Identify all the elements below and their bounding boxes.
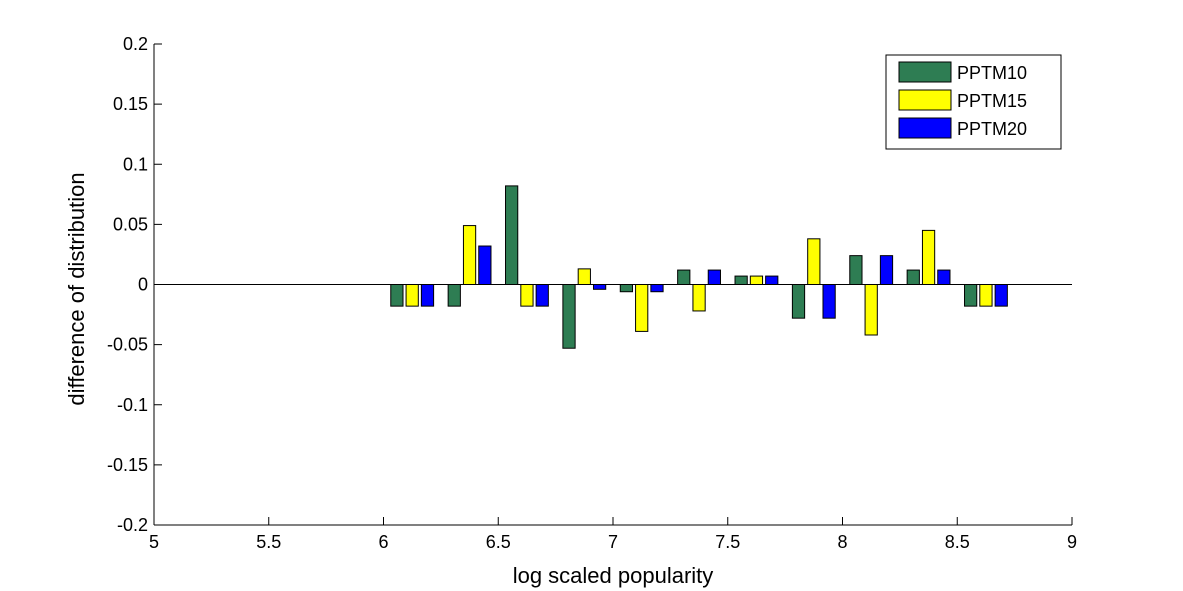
bar-pptm15-10	[979, 284, 993, 307]
bar-pptm15-9	[921, 229, 936, 285]
x-tick-label: 7.5	[715, 532, 740, 552]
bar-pptm15-7	[807, 238, 821, 285]
bar-pptm15-2	[520, 284, 534, 307]
x-tick-label: 5	[149, 532, 159, 552]
bar-pptm10-5	[677, 269, 691, 286]
legend-label-pptm15: PPTM15	[957, 91, 1027, 111]
bar-pptm15-4	[635, 284, 649, 332]
y-tick-label: 0.15	[113, 94, 148, 114]
bar-pptm10-7	[791, 284, 806, 319]
bar-pptm10-10	[964, 284, 978, 307]
bar-pptm20-10	[994, 284, 1008, 307]
bar-pptm15-6	[749, 275, 764, 285]
y-tick-label: -0.1	[117, 395, 148, 415]
bar-pptm20-2	[535, 284, 549, 307]
legend-swatch-pptm10	[898, 61, 952, 83]
legend: PPTM10 PPTM15 PPTM20	[885, 54, 1062, 150]
x-tick-label: 8.5	[945, 532, 970, 552]
bar-pptm20-0	[420, 284, 435, 307]
y-tick-label: 0.1	[123, 154, 148, 174]
bar-pptm20-5	[707, 269, 721, 286]
bar-pptm10-0	[390, 284, 404, 307]
x-tick-label: 8	[837, 532, 847, 552]
x-tick-label: 6.5	[486, 532, 511, 552]
bar-pptm20-3	[592, 284, 607, 290]
bar-pptm15-5	[692, 284, 706, 312]
y-axis-label: difference of distribution	[64, 172, 89, 405]
bar-pptm10-3	[562, 284, 576, 349]
bar-pptm15-0	[405, 284, 419, 307]
x-tick-label: 6	[378, 532, 388, 552]
y-tick-label: -0.15	[107, 455, 148, 475]
bar-pptm20-4	[650, 284, 664, 293]
bars-layer	[390, 185, 1008, 349]
bar-pptm10-1	[447, 284, 461, 307]
bar-pptm20-8	[879, 255, 894, 285]
x-tick-label: 7	[608, 532, 618, 552]
legend-swatch-pptm20	[898, 117, 952, 139]
x-tick-label: 5.5	[256, 532, 281, 552]
bar-pptm10-9	[906, 269, 920, 286]
bar-pptm10-2	[505, 185, 519, 285]
bar-pptm15-3	[577, 268, 591, 285]
legend-swatch-pptm15	[898, 89, 952, 111]
legend-label-pptm10: PPTM10	[957, 63, 1027, 83]
y-tick-label: 0.2	[123, 34, 148, 54]
bar-pptm15-8	[864, 284, 878, 336]
axes-layer: 5 5.5 6 6.5 7 7.5 8 8.5 9 -0.2 -0.15 -0.1 -0.05 0 0.05…	[107, 34, 1077, 552]
bar-pptm20-7	[822, 284, 836, 319]
legend-label-pptm20: PPTM20	[957, 119, 1027, 139]
bar-pptm20-6	[765, 275, 779, 285]
bar-pptm20-9	[937, 269, 951, 286]
bar-pptm10-4	[619, 284, 634, 293]
y-tick-label: 0	[138, 275, 148, 295]
y-tick-label: -0.2	[117, 515, 148, 535]
bar-pptm10-8	[849, 255, 863, 285]
bar-pptm15-1	[462, 225, 477, 285]
bar-pptm10-6	[734, 275, 748, 285]
x-axis-label: log scaled popularity	[513, 563, 714, 588]
x-tick-label: 9	[1067, 532, 1077, 552]
y-tick-label: 0.05	[113, 214, 148, 234]
bar-pptm20-1	[478, 245, 492, 286]
y-tick-label: -0.05	[107, 335, 148, 355]
